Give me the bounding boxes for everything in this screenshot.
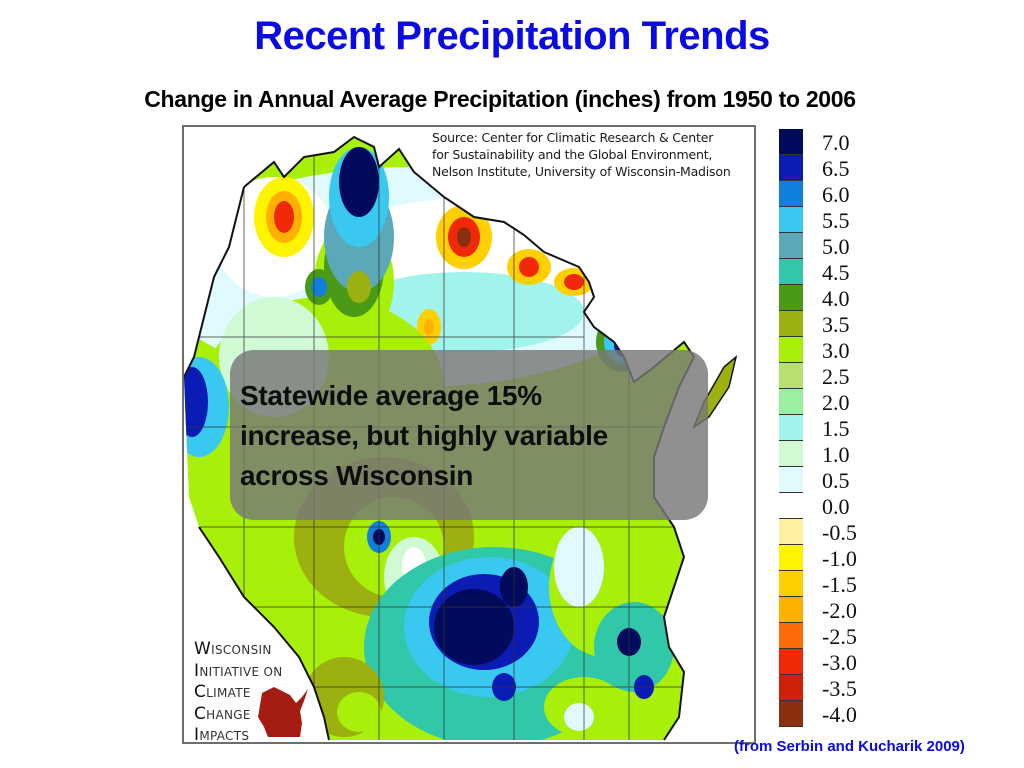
legend-label: 6.0 — [822, 182, 850, 207]
wicci-logo: WISCONSIN INITIATIVE ON CLIMATE CHANGE I… — [194, 639, 308, 744]
logo-line-4: CHANGE — [194, 704, 283, 726]
legend-label: 6.5 — [822, 156, 850, 181]
callout-line-3: across Wisconsin — [240, 460, 474, 491]
legend-swatch — [779, 623, 803, 649]
legend-swatch — [779, 441, 803, 467]
legend-swatch — [779, 207, 803, 233]
source-line-2: for Sustainability and the Global Enviro… — [432, 147, 713, 162]
logo-rest: MPACTS — [199, 729, 250, 743]
legend-label: 1.5 — [822, 416, 850, 441]
logo-line-3: CLIMATE — [194, 682, 283, 704]
legend-swatch — [779, 467, 803, 493]
logo-rest: ISCONSIN — [211, 643, 272, 657]
legend-swatch — [779, 545, 803, 571]
legend-swatch — [779, 519, 803, 545]
color-legend — [779, 129, 803, 727]
logo-cap: C — [194, 703, 207, 724]
legend-label: -1.5 — [822, 572, 857, 597]
legend-swatch — [779, 415, 803, 441]
legend-labels: 7.0 6.5 6.0 5.5 5.0 4.5 4.0 3.5 3.0 2.5 2.0 1.5 1.0 0… — [822, 130, 857, 728]
legend-label: 2.5 — [822, 364, 850, 389]
legend-swatch — [779, 337, 803, 363]
slide-title: Recent Precipitation Trends — [254, 14, 770, 58]
logo-cap: I — [194, 660, 200, 681]
legend-label: 3.5 — [822, 312, 850, 337]
statewide-average-callout: Statewide average 15% increase, but high… — [230, 350, 708, 520]
legend-label: 0.5 — [822, 468, 850, 493]
legend-label: -2.0 — [822, 598, 857, 623]
wisconsin-map-graphic — [184, 135, 738, 741]
legend-swatch — [779, 233, 803, 259]
legend-label: -0.5 — [822, 520, 857, 545]
callout-line-1: Statewide average 15% — [240, 380, 542, 411]
legend-swatch — [779, 311, 803, 337]
citation: (from Serbin and Kucharik 2009) — [734, 738, 965, 755]
legend-label: 3.0 — [822, 338, 850, 363]
legend-swatch — [779, 155, 803, 181]
logo-rest: LIMATE — [206, 686, 251, 700]
logo-cap: C — [194, 682, 207, 702]
legend-label: 1.0 — [822, 442, 850, 467]
legend-label: -3.0 — [822, 650, 857, 675]
map-subtitle: Change in Annual Average Precipitation (… — [144, 86, 856, 112]
legend-swatch — [779, 129, 803, 155]
legend-swatch — [779, 649, 803, 675]
logo-line-5: IMPACTS — [194, 725, 283, 744]
legend-label: -1.0 — [822, 546, 857, 571]
logo-line-2: INITIATIVE ON — [194, 661, 283, 683]
logo-cap: I — [194, 725, 200, 744]
source-line-3: Nelson Institute, University of Wisconsi… — [432, 164, 731, 179]
callout-line-2: increase, but highly variable — [240, 420, 608, 451]
precipitation-map: Source: Center for Climatic Research & C… — [182, 125, 756, 744]
legend-swatch — [779, 363, 803, 389]
legend-swatch — [779, 493, 803, 519]
legend-label: 4.0 — [822, 286, 850, 311]
logo-rest: HANGE — [206, 707, 251, 722]
source-line-1: Source: Center for Climatic Research & C… — [432, 130, 714, 145]
legend-swatch — [779, 675, 803, 701]
legend-label: -4.0 — [822, 702, 857, 727]
legend-swatch — [779, 571, 803, 597]
legend-label: 7.0 — [822, 130, 850, 155]
logo-cap: W — [194, 639, 212, 659]
callout-text: Statewide average 15% increase, but high… — [240, 376, 608, 496]
legend-swatch — [779, 285, 803, 311]
legend-label: 0.0 — [822, 494, 850, 519]
legend-swatch — [779, 701, 803, 727]
legend-label: 4.5 — [822, 260, 850, 285]
legend-swatch — [779, 259, 803, 285]
legend-swatch — [779, 597, 803, 623]
logo-line-1: WISCONSIN — [194, 639, 283, 661]
source-note: Source: Center for Climatic Research & C… — [432, 129, 731, 180]
legend-label: 2.0 — [822, 390, 850, 415]
legend-swatch — [779, 181, 803, 207]
legend-label: -2.5 — [822, 624, 857, 649]
wisconsin-state-icon — [258, 687, 308, 737]
legend-label: 5.0 — [822, 234, 850, 259]
logo-rest: NITIATIVE ON — [199, 664, 283, 679]
legend-label: -3.5 — [822, 676, 857, 701]
legend-swatch — [779, 389, 803, 415]
legend-label: 5.5 — [822, 208, 850, 233]
